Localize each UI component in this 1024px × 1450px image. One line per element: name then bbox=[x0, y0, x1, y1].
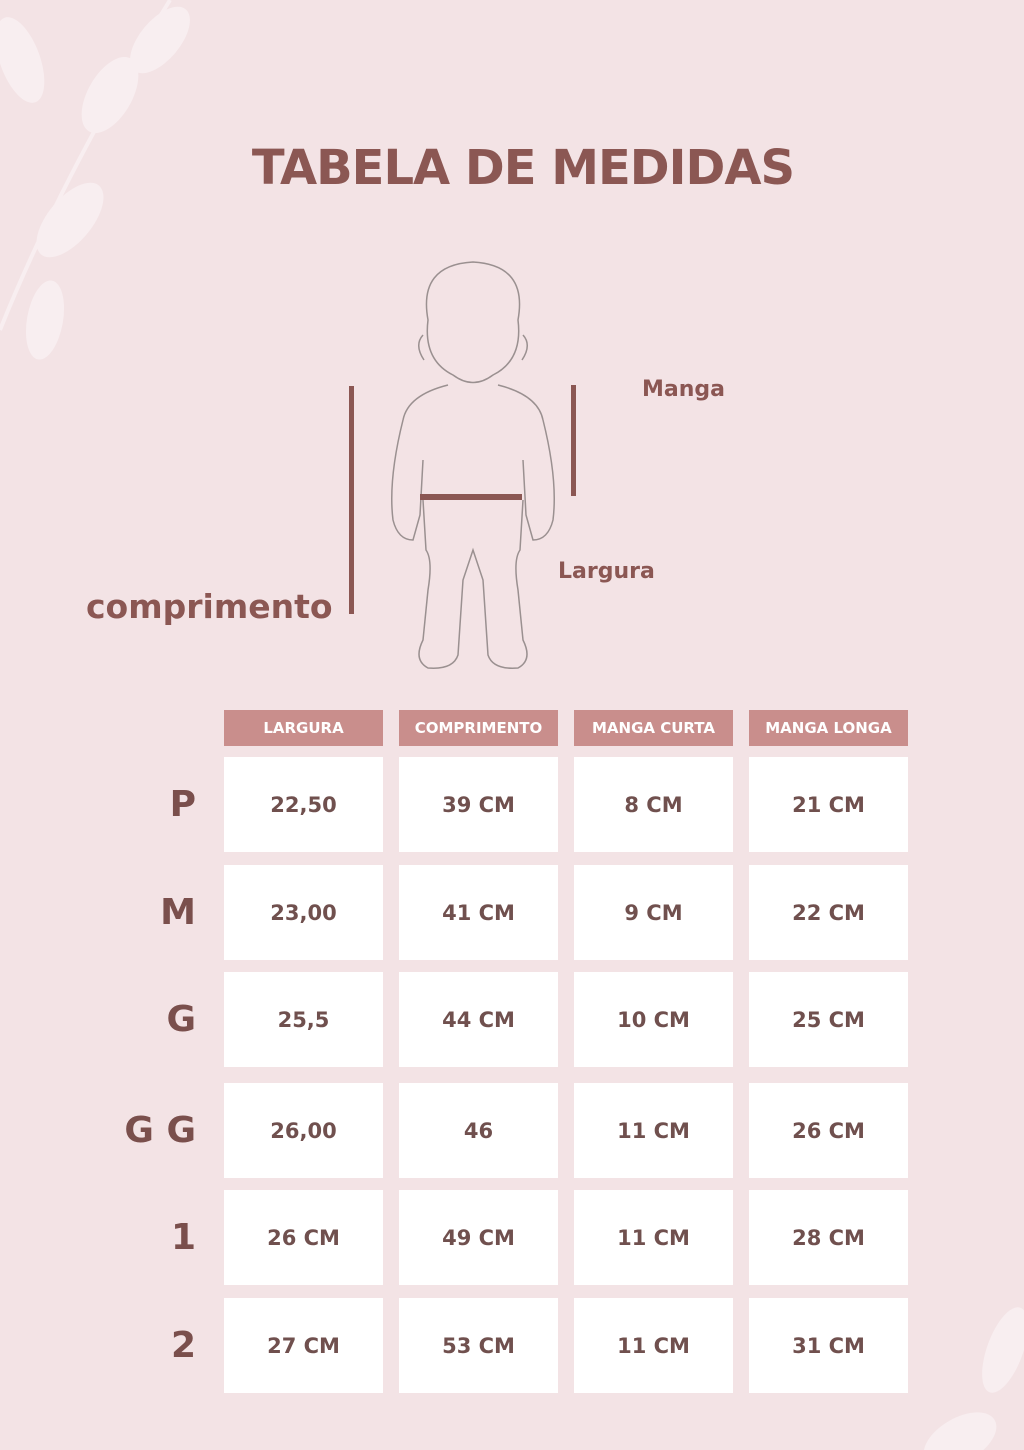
table-cell: 23,00 bbox=[224, 865, 383, 960]
table-cell: 8 CM bbox=[574, 757, 733, 852]
baby-figure-icon bbox=[391, 261, 555, 669]
table-cell: 49 CM bbox=[399, 1190, 558, 1285]
table-cell: 28 CM bbox=[749, 1190, 908, 1285]
size-label: G G bbox=[124, 1110, 196, 1151]
table-cell: 46 bbox=[399, 1083, 558, 1178]
table-cell: 26 CM bbox=[224, 1190, 383, 1285]
table-cell: 11 CM bbox=[574, 1083, 733, 1178]
column-header: COMPRIMENTO bbox=[399, 710, 558, 746]
table-cell: 53 CM bbox=[399, 1298, 558, 1393]
largura-label: Largura bbox=[558, 559, 655, 584]
size-label: P bbox=[169, 784, 196, 825]
comprimento-label: comprimento bbox=[86, 587, 333, 626]
table-cell: 22,50 bbox=[224, 757, 383, 852]
table-cell: 9 CM bbox=[574, 865, 733, 960]
size-label: 2 bbox=[170, 1325, 196, 1366]
table-cell: 25 CM bbox=[749, 972, 908, 1067]
table-cell: 27 CM bbox=[224, 1298, 383, 1393]
manga-label: Manga bbox=[642, 377, 725, 402]
table-cell: 11 CM bbox=[574, 1190, 733, 1285]
table-cell: 44 CM bbox=[399, 972, 558, 1067]
comprimento-measure-line bbox=[349, 386, 354, 614]
table-cell: 22 CM bbox=[749, 865, 908, 960]
table-cell: 31 CM bbox=[749, 1298, 908, 1393]
table-cell: 26 CM bbox=[749, 1083, 908, 1178]
size-label: 1 bbox=[170, 1217, 196, 1258]
table-cell: 21 CM bbox=[749, 757, 908, 852]
column-header: LARGURA bbox=[224, 710, 383, 746]
size-label: M bbox=[160, 892, 196, 933]
table-cell: 26,00 bbox=[224, 1083, 383, 1178]
table-cell: 10 CM bbox=[574, 972, 733, 1067]
column-header: MANGA CURTA bbox=[574, 710, 733, 746]
table-cell: 41 CM bbox=[399, 865, 558, 960]
column-header: MANGA LONGA bbox=[749, 710, 908, 746]
table-cell: 25,5 bbox=[224, 972, 383, 1067]
size-label: G bbox=[166, 999, 196, 1040]
table-cell: 11 CM bbox=[574, 1298, 733, 1393]
table-cell: 39 CM bbox=[399, 757, 558, 852]
waist-measure-line bbox=[420, 494, 522, 500]
manga-measure-line bbox=[571, 385, 576, 496]
page-title: TABELA DE MEDIDAS bbox=[251, 140, 795, 196]
